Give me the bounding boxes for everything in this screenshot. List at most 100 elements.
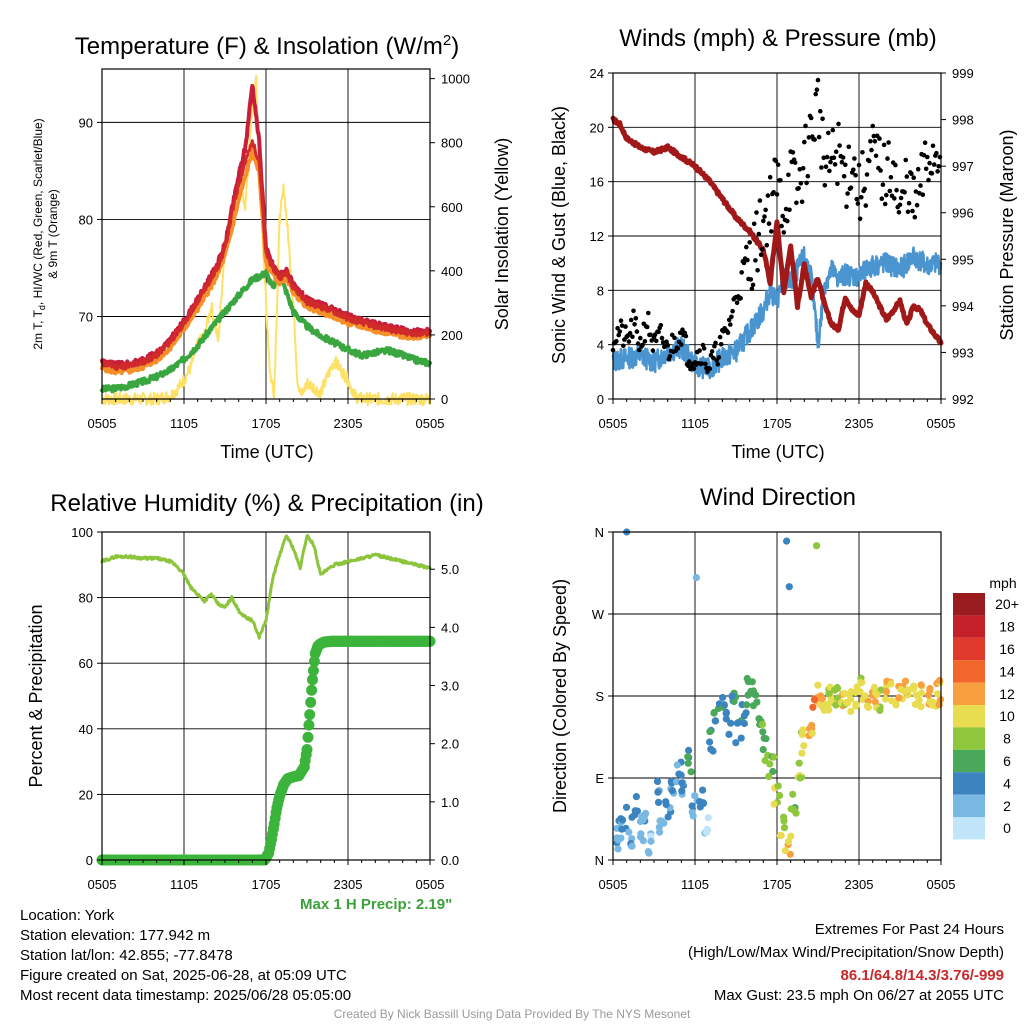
- gust-point: [863, 203, 869, 208]
- wind-direction-point: [777, 831, 785, 840]
- temp-panel-title: Temperature (F) & Insolation (W/m2): [75, 32, 459, 60]
- y-tick-label: 995: [952, 252, 974, 267]
- gust-point: [659, 335, 665, 341]
- gust-point: [765, 193, 771, 198]
- gust-point: [632, 322, 637, 327]
- gust-point: [794, 200, 799, 206]
- gust-point: [851, 167, 856, 173]
- wind-direction-point: [755, 715, 763, 723]
- wind-direction-point: [810, 696, 819, 704]
- wind-direction-point: [813, 542, 821, 550]
- wind-direction-point: [656, 817, 664, 825]
- gust-point: [910, 208, 915, 214]
- gust-point: [870, 123, 875, 129]
- gust-point: [664, 339, 669, 345]
- gust-point: [911, 175, 916, 180]
- extremes-block: Extremes For Past 24 Hours (High/Low/Max…: [688, 918, 1004, 1004]
- legend-swatch: [953, 615, 985, 638]
- wind-direction-point: [915, 696, 923, 704]
- gust-point: [640, 342, 645, 348]
- data-layer: [96, 74, 945, 866]
- y-tick-label: 997: [952, 159, 974, 174]
- y-tick-label: 993: [952, 345, 974, 360]
- gust-point: [658, 323, 664, 328]
- wind-direction-point: [781, 847, 789, 855]
- gust-point: [691, 366, 697, 372]
- y-tick-label: 992: [952, 392, 974, 407]
- wind-direction-point: [645, 849, 653, 857]
- wind-direction-point: [722, 708, 731, 717]
- wind-direction-point: [799, 726, 807, 734]
- wind-direction-point: [881, 695, 890, 703]
- gust-point: [634, 329, 640, 334]
- gust-point: [860, 150, 865, 155]
- gust-point: [635, 341, 641, 346]
- gust-point: [798, 181, 804, 186]
- gust-point: [859, 195, 864, 200]
- wind-direction-point: [668, 787, 677, 795]
- wind-direction-point: [776, 791, 784, 800]
- y-tick-label: 400: [441, 264, 463, 279]
- legend-label: 8: [1003, 731, 1011, 747]
- wind-direction-point: [787, 832, 795, 840]
- temp-ylabel: 2m T, Td, HI/WC (Red, Green, Scarlet/Blu…: [31, 118, 47, 349]
- wind-direction-point: [653, 777, 662, 786]
- wind-direction-point: [780, 817, 788, 825]
- gust-point: [846, 144, 852, 150]
- y-tick-label: 0.0: [441, 853, 459, 868]
- gust-point: [878, 168, 883, 173]
- gust-point: [755, 268, 760, 273]
- gust-point: [812, 137, 817, 142]
- legend-swatch: [953, 772, 985, 795]
- gust-point: [931, 162, 937, 167]
- gust-point: [818, 108, 823, 114]
- wind-direction-point: [766, 760, 774, 768]
- tick-layer: 0505 1105 1705 2305 050570809002004006008001…: [71, 66, 973, 892]
- wind-direction-point: [789, 790, 797, 798]
- gust-point: [822, 183, 828, 188]
- x-tick-label: 0505: [88, 877, 117, 892]
- wind-direction-point: [847, 707, 855, 716]
- gust-point: [833, 149, 839, 154]
- y-tick-label: 0: [597, 392, 604, 407]
- gust-point: [903, 157, 908, 163]
- gust-point: [852, 156, 857, 161]
- legend-label: 14: [999, 663, 1015, 679]
- wind-direction-point: [706, 738, 714, 746]
- precip-point: [308, 655, 320, 667]
- x-tick-label: 0505: [599, 877, 628, 892]
- gust-point: [886, 140, 891, 145]
- gust-point: [665, 342, 670, 348]
- precip-point: [304, 709, 316, 721]
- gust-point: [775, 162, 781, 167]
- legend-swatch: [953, 705, 985, 728]
- gust-point: [778, 178, 783, 183]
- gust-point: [680, 327, 685, 333]
- y-tick-label: 4.0: [441, 620, 459, 635]
- temperature-line: [100, 139, 432, 372]
- gust-point: [844, 204, 849, 209]
- gust-point: [747, 240, 752, 245]
- y-tick-label: 20: [79, 787, 93, 802]
- wind-direction-point: [740, 719, 749, 728]
- wind-direction-point: [790, 806, 798, 814]
- wind-direction-point: [688, 802, 696, 810]
- max-precip-label: Max 1 H Precip: 2.19": [300, 896, 453, 913]
- gust-point: [877, 136, 882, 141]
- wind-direction-point: [662, 800, 670, 809]
- wind-direction-point: [685, 746, 693, 755]
- y-tick-label: 5.0: [441, 562, 459, 577]
- x-tick-label: 0505: [416, 877, 445, 892]
- gust-point: [922, 140, 928, 145]
- gust-point: [935, 169, 940, 174]
- wind-direction-point: [861, 692, 869, 700]
- gust-point: [786, 172, 791, 178]
- dir-panel-title: Wind Direction: [700, 484, 856, 511]
- wind-direction-point: [759, 728, 767, 736]
- gust-point: [799, 199, 805, 205]
- gust-point: [616, 332, 621, 338]
- gust-point: [773, 158, 779, 164]
- gust-point: [896, 210, 902, 215]
- y-tick-label: 200: [441, 328, 463, 343]
- gust-point: [745, 257, 750, 263]
